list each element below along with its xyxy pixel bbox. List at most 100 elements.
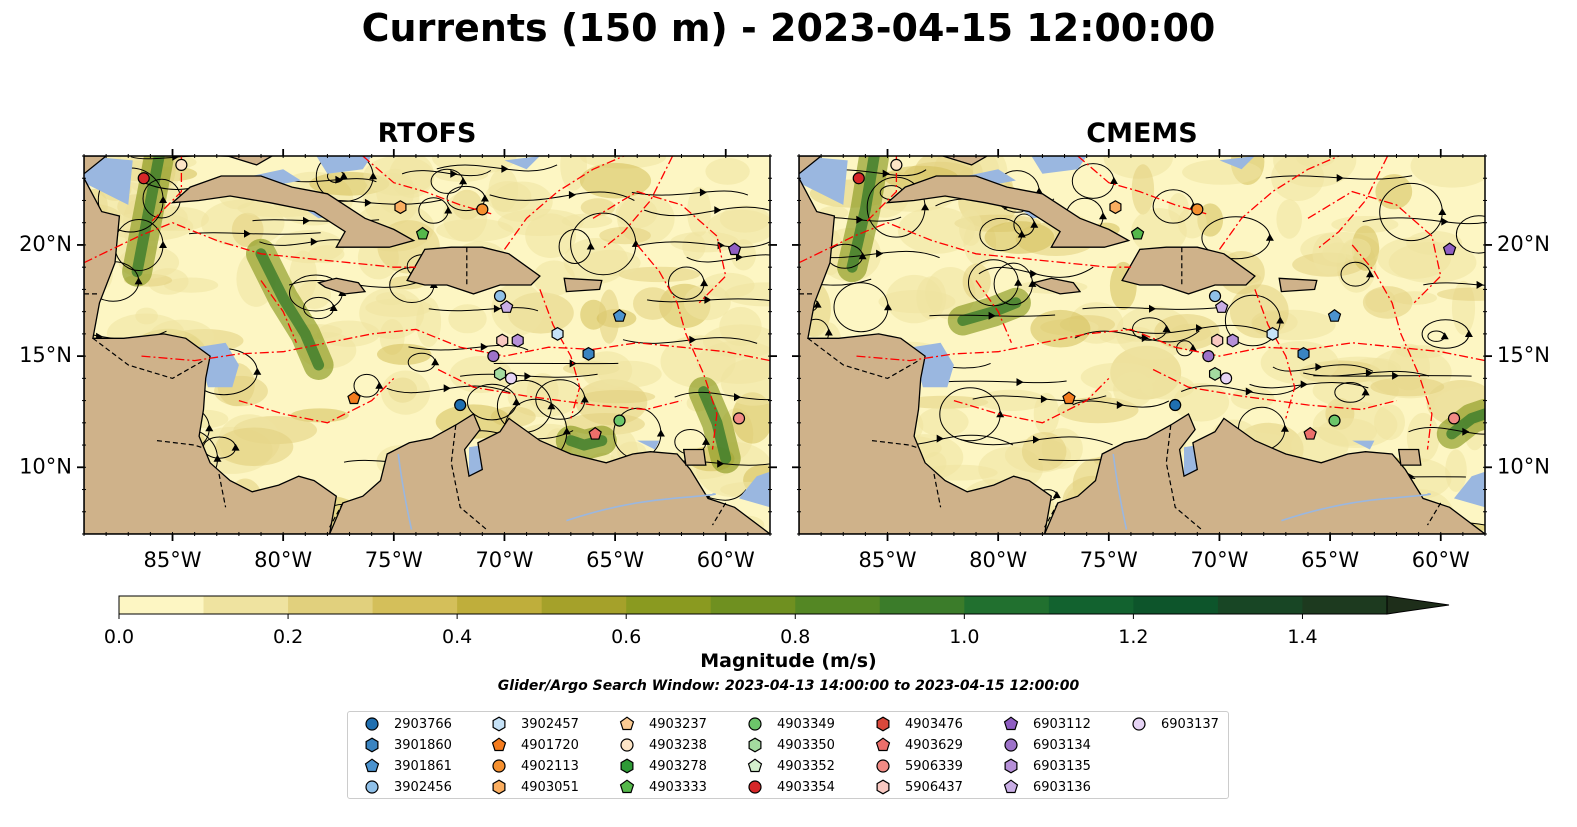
legend-label: 6903137 — [1161, 716, 1219, 732]
float-marker-5906339 — [1447, 412, 1461, 425]
speed-patch — [561, 213, 613, 229]
shallow-water — [1031, 156, 1087, 174]
eez-boundary — [1077, 156, 1207, 215]
flow-arrow — [1438, 208, 1447, 215]
legend-label: 4903237 — [649, 716, 707, 732]
flow-arrow — [1196, 324, 1203, 333]
colorbar-segment — [203, 596, 289, 614]
speed-patch — [1370, 377, 1445, 397]
legend-label: 2903766 — [394, 716, 452, 732]
flow-arrow — [562, 427, 571, 435]
legend-marker-circle — [876, 759, 890, 773]
lon-tick-label: 70°W — [475, 548, 533, 572]
float-marker-6903134 — [1202, 350, 1215, 363]
speed-patch — [389, 156, 435, 198]
legend-marker — [492, 759, 506, 773]
country-border — [1165, 424, 1203, 531]
speed-patch — [525, 213, 576, 258]
legend-label: 4903333 — [649, 779, 707, 795]
legend-marker — [620, 738, 634, 752]
flow-arrow — [1189, 344, 1197, 352]
float-marker-3902457 — [1266, 326, 1279, 341]
legend-item-4903354: 4903354 — [745, 777, 835, 797]
legend-item-4903476: 4903476 — [873, 714, 963, 734]
country-border — [933, 473, 942, 508]
search-window-caption: Glider/Argo Search Window: 2023-04-13 14… — [497, 678, 1080, 694]
current-core — [957, 297, 1022, 326]
speed-patch — [897, 206, 976, 254]
float-marker-4902113 — [1191, 203, 1204, 216]
legend-marker — [1132, 717, 1146, 731]
colorbar-tick-label: 0.4 — [442, 626, 472, 648]
colorbar-tick-label: 0.6 — [611, 626, 641, 648]
legend-marker — [619, 779, 635, 794]
current-core — [565, 435, 608, 451]
flow-arrow — [1366, 270, 1374, 278]
flow-arrow — [450, 169, 458, 178]
country-border — [807, 337, 919, 380]
colorbar-frame — [118, 595, 1388, 615]
speed-patch — [959, 209, 983, 246]
colorbar: 0.0 0.2 0.4 0.6 0.8 1.0 1.2 1.4 — [104, 595, 1450, 648]
legend-marker-pentagon — [619, 716, 635, 731]
country-border — [329, 502, 344, 528]
lon-tick-label: 75°W — [1080, 548, 1138, 572]
legend-marker — [876, 716, 890, 732]
legend-marker-hexagon — [492, 779, 506, 795]
current-core — [846, 156, 880, 273]
float-marker-4903349 — [613, 414, 626, 427]
float-legend: 2903766 3901860 3901861 3902456 3902457 49017… — [347, 711, 1229, 799]
colorbar-segment — [710, 596, 796, 614]
flow-arrow — [1030, 269, 1038, 278]
float-marker-4903051 — [394, 200, 407, 215]
legend-marker-pentagon — [747, 758, 763, 773]
flow-arrow — [1392, 371, 1400, 380]
land-mass — [942, 156, 989, 166]
legend-label: 4903352 — [777, 758, 835, 774]
float-marker-2903766 — [1169, 398, 1182, 412]
flow-arrow — [431, 358, 440, 366]
legend-item-6903137: 6903137 — [1129, 714, 1219, 734]
legend-item-4903349: 4903349 — [745, 714, 835, 734]
flow-streamline — [644, 206, 770, 217]
speed-patch — [1375, 174, 1413, 210]
flow-arrow — [443, 384, 451, 393]
eez-boundary — [149, 156, 183, 224]
legend-item-4901720: 4901720 — [489, 735, 579, 755]
legend-item-6903136: 6903136 — [1001, 777, 1091, 797]
float-marker-6903137 — [1219, 372, 1233, 385]
flow-arrow — [369, 172, 378, 180]
float-marker-5906339 — [732, 412, 746, 425]
flow-arrow — [493, 304, 501, 313]
flow-arrow — [580, 395, 589, 403]
legend-item-4903278: 4903278 — [617, 756, 707, 776]
legend-marker — [365, 780, 379, 794]
legend-marker-pentagon — [619, 779, 635, 794]
speed-patch — [1182, 159, 1262, 185]
eez-boundary — [799, 221, 1131, 268]
speed-patch — [579, 162, 652, 199]
land-mass — [170, 175, 416, 248]
legend-marker-circle — [1132, 717, 1146, 731]
legend-label: 6903134 — [1033, 737, 1091, 753]
flow-arrow — [1336, 174, 1344, 182]
colorbar-segment — [1302, 596, 1388, 614]
legend-label: 6903135 — [1033, 758, 1091, 774]
float-marker-4901720 — [347, 391, 361, 405]
colorbar-tick-label: 0.2 — [273, 626, 303, 648]
eddy-streamline — [1455, 215, 1485, 254]
legend-marker-pentagon — [491, 737, 507, 752]
country-border — [1426, 502, 1442, 526]
legend-label: 4903350 — [777, 737, 835, 753]
flow-arrow — [480, 342, 488, 351]
speed-patch — [231, 212, 264, 248]
flow-arrow — [734, 393, 741, 402]
river — [1112, 453, 1128, 530]
flow-arrow — [339, 172, 348, 180]
flow-arrow — [699, 188, 707, 197]
flow-arrow — [231, 443, 240, 451]
float-marker-3901860 — [1297, 346, 1310, 361]
legend-item-3902457: 3902457 — [489, 714, 579, 734]
legend-label: 4903349 — [777, 716, 835, 732]
flow-arrow — [1265, 233, 1274, 241]
